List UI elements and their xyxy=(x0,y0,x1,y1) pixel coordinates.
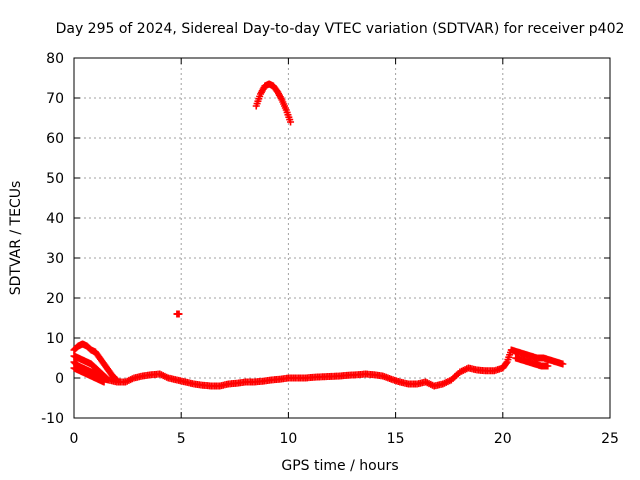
x-tick-label: 0 xyxy=(70,431,79,447)
data-point xyxy=(287,118,295,126)
y-tick-label: 70 xyxy=(46,91,64,107)
chart-title: Day 295 of 2024, Sidereal Day-to-day VTE… xyxy=(56,21,625,37)
y-tick-label: 10 xyxy=(46,331,64,347)
grid xyxy=(74,58,610,418)
y-tick-label: 60 xyxy=(46,131,64,147)
y-tick-label: 0 xyxy=(55,371,64,387)
x-tick-label: 5 xyxy=(177,431,186,447)
y-axis: -10 0 10 20 30 40 50 60 70 80 xyxy=(41,51,610,427)
data-point xyxy=(559,360,567,368)
x-axis-label: GPS time / hours xyxy=(281,458,398,474)
data-points xyxy=(70,80,567,390)
x-tick-label: 10 xyxy=(279,431,297,447)
plot-frame xyxy=(73,57,611,419)
x-tick-label: 20 xyxy=(494,431,512,447)
data-point xyxy=(104,376,112,384)
data-point xyxy=(502,359,510,367)
data-point xyxy=(100,378,108,386)
y-tick-label: 30 xyxy=(46,251,64,267)
y-tick-label: 20 xyxy=(46,291,64,307)
data-point xyxy=(175,310,183,318)
x-axis: 0 5 10 15 20 25 xyxy=(70,58,619,447)
y-axis-label: SDTVAR / TECUs xyxy=(8,181,24,296)
y-tick-label: 40 xyxy=(46,211,64,227)
y-tick-label: 50 xyxy=(46,171,64,187)
x-tick-label: 25 xyxy=(601,431,619,447)
data-point xyxy=(113,376,121,384)
data-point xyxy=(544,362,552,370)
y-tick-label: -10 xyxy=(41,411,64,427)
x-tick-label: 15 xyxy=(387,431,405,447)
y-tick-label: 80 xyxy=(46,51,64,67)
